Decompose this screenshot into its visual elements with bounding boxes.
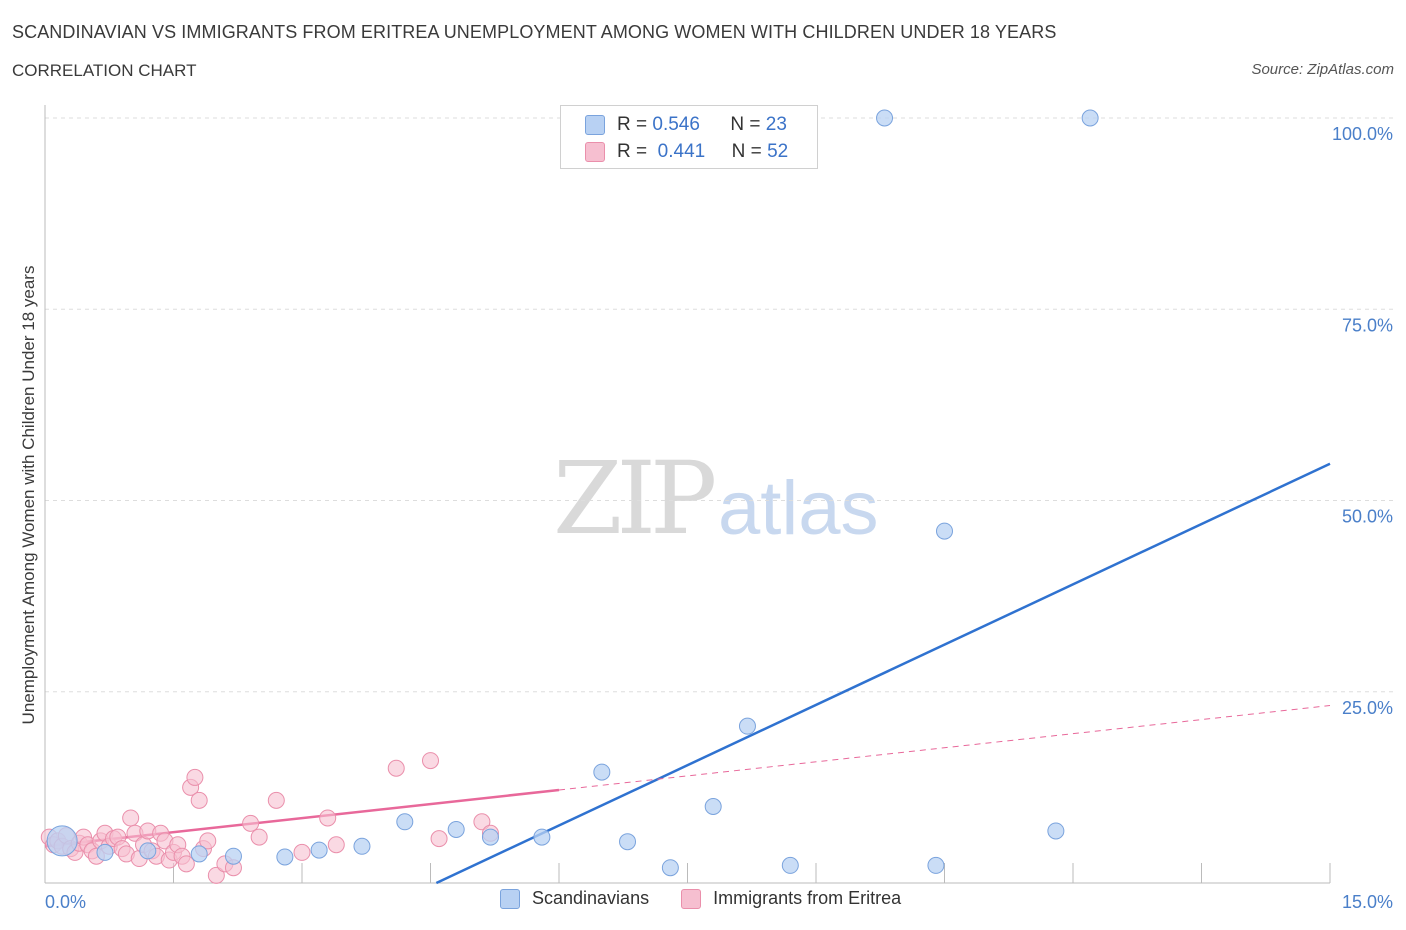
legend-r-value: 0.441 — [657, 141, 706, 162]
chart-subtitle: CORRELATION CHART — [12, 61, 197, 80]
data-point-eritrea — [186, 768, 204, 786]
data-point-scandinavians — [1081, 109, 1099, 127]
watermark-atlas: atlas — [718, 466, 879, 551]
data-point-scandinavians — [533, 828, 551, 846]
data-point-scandinavians — [396, 813, 414, 831]
data-point-eritrea — [199, 832, 217, 850]
correlation-legend: R = 0.546 N = 23 R = 0.441 N = 52 — [560, 105, 818, 169]
data-point-scandinavians — [704, 798, 722, 815]
legend-swatch-pink — [585, 142, 605, 162]
x-tick-label: 15.0% — [1342, 892, 1393, 912]
data-point-eritrea — [327, 836, 345, 854]
y-axis-title: Unemployment Among Women with Children U… — [19, 266, 38, 725]
data-point-scandinavians — [936, 522, 953, 540]
y-tick-label: 100.0% — [1332, 124, 1393, 144]
data-point-eritrea — [250, 828, 268, 846]
watermark-zip: ZIP — [553, 440, 717, 557]
data-point-scandinavians — [593, 763, 611, 781]
data-point-eritrea — [422, 752, 439, 770]
legend-label-scandinavians: Scandinavians — [532, 888, 650, 908]
legend-label-eritrea: Immigrants from Eritrea — [713, 888, 902, 908]
data-point-scandinavians — [310, 841, 328, 859]
data-point-scandinavians — [1047, 822, 1065, 840]
label-layer: 25.0% 50.0% 75.0% 100.0% 0.0% 15.0% Unemployme… — [19, 124, 1393, 912]
x-tick-label: 0.0% — [45, 892, 86, 912]
data-point-scandinavians — [927, 856, 945, 874]
data-point-eritrea — [122, 809, 140, 827]
point-layer — [40, 109, 1099, 884]
data-point-scandinavians — [481, 828, 499, 846]
data-point-scandinavians — [661, 859, 679, 877]
legend-row-scandinavians: R = 0.546 N = 23 — [585, 112, 787, 138]
data-point-scandinavians — [353, 837, 371, 855]
data-point-scandinavians — [96, 843, 114, 861]
legend-row-eritrea: R = 0.441 N = 52 — [585, 139, 788, 165]
legend-n-value: 52 — [767, 141, 789, 162]
data-point-eritrea — [473, 813, 491, 831]
y-tick-label: 25.0% — [1342, 698, 1393, 718]
legend-item-eritrea[interactable]: Immigrants from Eritrea — [681, 888, 901, 909]
data-point-scandinavians — [276, 848, 294, 866]
legend-n-value: 23 — [765, 114, 787, 135]
trendline-scandinavians — [435, 462, 1331, 885]
trendline-eritrea-extension — [558, 705, 1331, 791]
axis-layer — [44, 105, 1331, 884]
legend-swatch-pink — [681, 888, 702, 909]
legend-r-label: R = — [617, 114, 648, 135]
legend-r-label: R = — [617, 141, 648, 162]
legend-item-scandinavians[interactable]: Scandinavians — [500, 888, 649, 909]
data-point-eritrea — [190, 791, 208, 809]
data-point-scandinavians — [447, 820, 465, 838]
data-point-eritrea — [242, 814, 260, 832]
legend-n-label: N = — [730, 114, 761, 135]
legend-r-value: 0.546 — [652, 114, 700, 135]
data-point-scandinavians — [46, 825, 78, 857]
data-point-eritrea — [293, 843, 311, 861]
data-point-eritrea — [267, 791, 285, 809]
data-point-scandinavians — [619, 833, 637, 851]
data-point-scandinavians — [781, 856, 799, 874]
series-legend: Scandinavians Immigrants from Eritrea — [500, 888, 933, 909]
data-point-eritrea — [207, 866, 225, 884]
data-point-scandinavians — [876, 109, 894, 127]
legend-n-label: N = — [731, 141, 762, 162]
data-point-scandinavians — [224, 847, 242, 865]
data-point-eritrea — [387, 759, 405, 777]
legend-swatch-blue — [500, 888, 520, 909]
grid-layer — [45, 117, 1395, 693]
data-point-scandinavians — [190, 845, 208, 863]
data-point-eritrea — [177, 855, 195, 873]
data-point-eritrea — [430, 830, 448, 848]
source-label: Source: ZipAtlas.com — [1251, 61, 1394, 78]
data-point-scandinavians — [738, 717, 756, 735]
legend-swatch-blue — [585, 115, 605, 135]
data-point-eritrea — [319, 809, 337, 827]
data-point-scandinavians — [139, 842, 157, 860]
chart-title: SCANDINAVIAN VS IMMIGRANTS FROM ERITREA … — [12, 22, 1057, 42]
y-tick-label: 50.0% — [1342, 507, 1393, 527]
y-tick-label: 75.0% — [1342, 315, 1393, 335]
trend-layer — [44, 462, 1331, 885]
